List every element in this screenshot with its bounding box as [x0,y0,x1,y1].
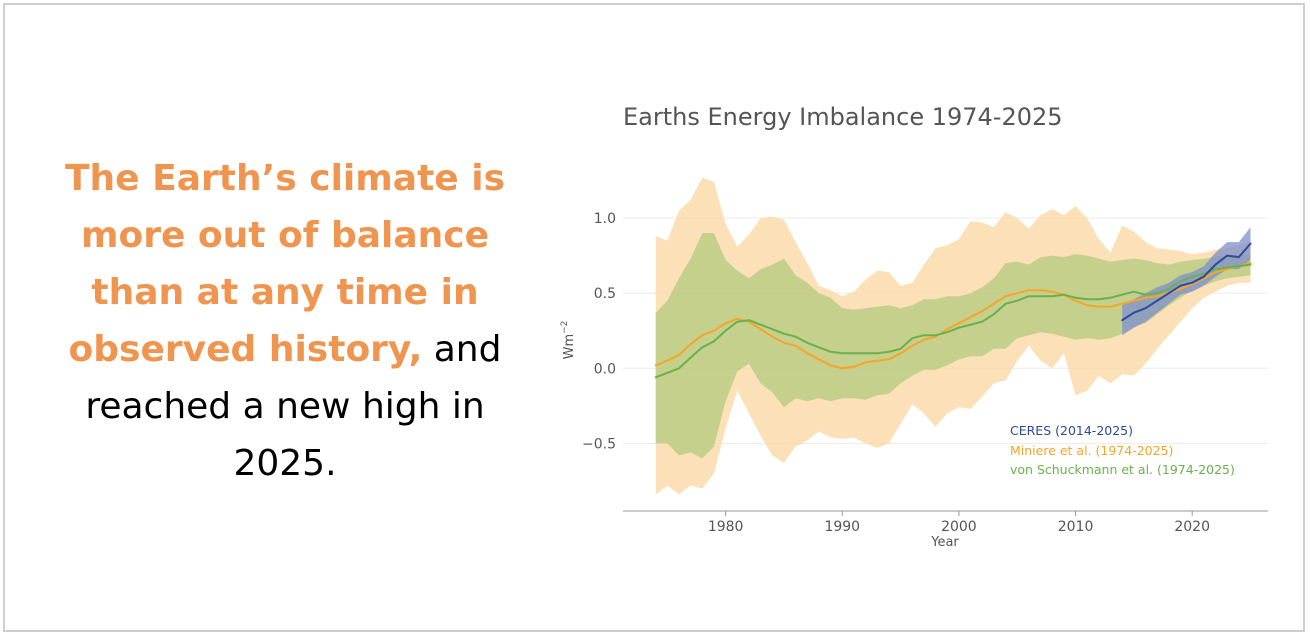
x-ticks: 1980 1990 2000 2010 2020 [708,511,1210,535]
x-tick-label: 2000 [941,519,977,535]
y-axis-title-base: Wm [562,334,577,360]
legend-miniere: Miniere et al. (1974-2025) [1010,443,1173,458]
y-tick-label: 0.5 [594,286,616,302]
schuckmann-series-line [654,263,1252,379]
x-tick-label: 2010 [1058,519,1094,535]
x-tick-label: 2020 [1174,519,1210,535]
y-axis-title: Wm−2 [560,321,577,360]
y-tick-label: −0.5 [582,436,616,452]
series-lines [654,242,1252,379]
y-tick-label: 1.0 [594,211,616,227]
uncertainty-bands [655,177,1251,495]
y-ticks: −0.5 0.0 0.5 1.0 [582,211,616,452]
schuckmann-uncertainty-band [655,233,1251,459]
x-tick-label: 1990 [824,519,860,535]
headline-highlight: The Earth’s climate is more out of balan… [65,158,505,370]
headline-text: The Earth’s climate is more out of balan… [40,150,530,492]
x-axis-title: Year [930,535,959,550]
y-tick-label: 0.0 [594,361,616,377]
headline-rest: and reached a new high in 2025. [85,329,502,484]
chart-title: Earths Energy Imbalance 1974-2025 [623,103,1063,131]
legend-schuckmann: von Schuckmann et al. (1974-2025) [1010,462,1235,477]
x-tick-label: 1980 [708,519,744,535]
miniere-series-line [654,262,1252,370]
legend-ceres: CERES (2014-2025) [1010,423,1133,438]
y-axis-title-sup: −2 [560,321,570,334]
ceres-uncertainty-band [1122,227,1251,336]
ceres-series-line [1121,242,1252,322]
legend: CERES (2014-2025) Miniere et al. (1974-2… [1010,423,1235,477]
